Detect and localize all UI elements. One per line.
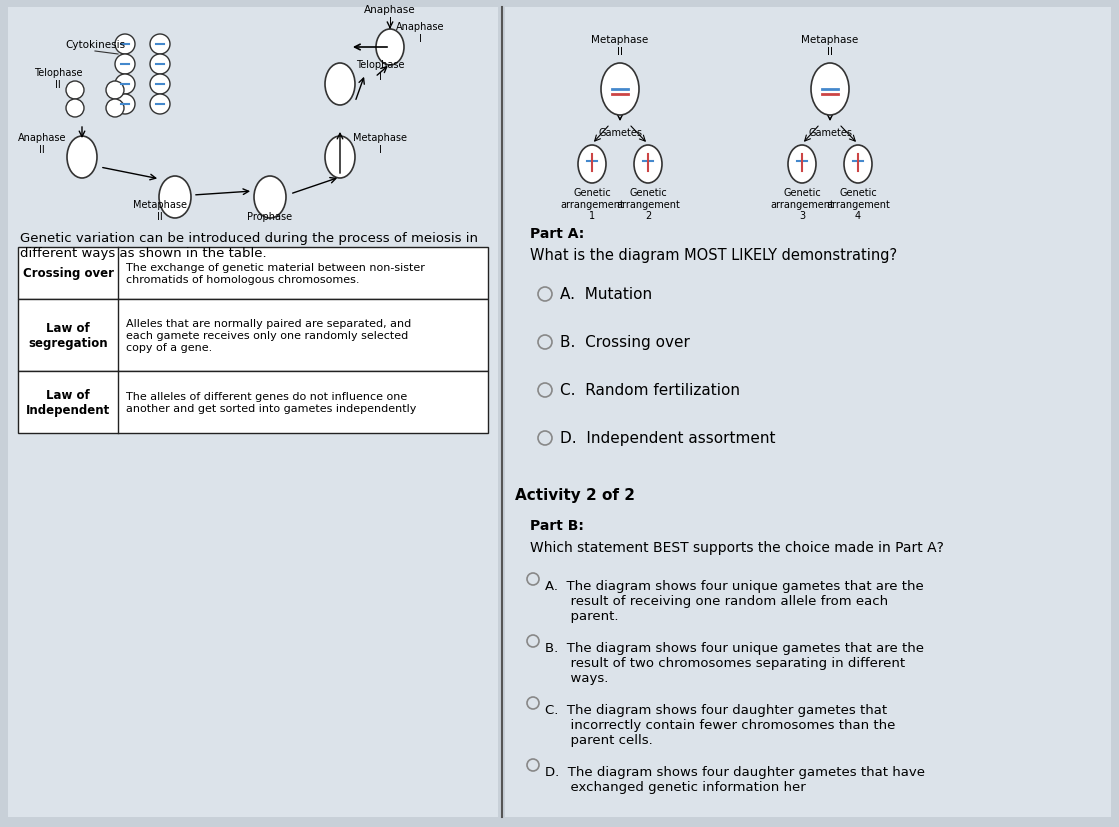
Circle shape [115,55,135,75]
FancyBboxPatch shape [505,8,1111,817]
Text: Activity 2 of 2: Activity 2 of 2 [515,487,634,502]
Text: Telophase
I: Telophase I [356,60,404,82]
Text: Part B:: Part B: [530,519,584,533]
Circle shape [115,35,135,55]
Ellipse shape [159,177,191,218]
Circle shape [150,95,170,115]
Circle shape [115,75,135,95]
Text: Prophase: Prophase [247,212,292,222]
Text: Part A:: Part A: [530,227,584,241]
Text: Metaphase
II: Metaphase II [591,36,649,57]
Circle shape [150,35,170,55]
Ellipse shape [844,146,872,184]
Text: Telophase
II: Telophase II [34,69,83,90]
Text: Gametes: Gametes [808,128,852,138]
Text: The alleles of different genes do not influence one
another and get sorted into : The alleles of different genes do not in… [126,392,416,414]
Text: B.  The diagram shows four unique gametes that are the
      result of two chrom: B. The diagram shows four unique gametes… [545,641,924,684]
Text: Genetic
arrangement
1: Genetic arrangement 1 [561,188,624,221]
FancyBboxPatch shape [18,299,488,371]
Text: Anaphase
I: Anaphase I [396,22,444,44]
Circle shape [150,55,170,75]
Text: Law of
Independent: Law of Independent [26,389,110,417]
Text: Gametes: Gametes [598,128,642,138]
Text: Crossing over: Crossing over [22,267,113,280]
FancyBboxPatch shape [8,8,498,817]
Text: A.  Mutation: A. Mutation [560,287,652,302]
Circle shape [115,95,135,115]
Ellipse shape [788,146,816,184]
Text: C.  Random fertilization: C. Random fertilization [560,383,740,398]
FancyBboxPatch shape [18,248,488,299]
Text: D.  The diagram shows four daughter gametes that have
      exchanged genetic in: D. The diagram shows four daughter gamet… [545,765,925,793]
Text: D.  Independent assortment: D. Independent assortment [560,431,775,446]
Ellipse shape [601,64,639,116]
Ellipse shape [811,64,849,116]
Ellipse shape [325,136,355,179]
Text: Metaphase
II: Metaphase II [133,200,187,222]
FancyBboxPatch shape [18,371,488,433]
Ellipse shape [376,30,404,66]
Ellipse shape [579,146,606,184]
Circle shape [106,82,124,100]
Text: Genetic variation can be introduced during the process of meiosis in
different w: Genetic variation can be introduced duri… [20,232,478,260]
Ellipse shape [634,146,662,184]
Text: Alleles that are normally paired are separated, and
each gamete receives only on: Alleles that are normally paired are sep… [126,319,412,352]
Text: A.  The diagram shows four unique gametes that are the
      result of receiving: A. The diagram shows four unique gametes… [545,579,924,622]
Text: What is the diagram MOST LIKELY demonstrating?: What is the diagram MOST LIKELY demonstr… [530,248,897,263]
Text: B.  Crossing over: B. Crossing over [560,335,690,350]
Text: Genetic
arrangement
3: Genetic arrangement 3 [770,188,834,221]
Text: Anaphase
II: Anaphase II [18,133,66,155]
Circle shape [66,82,84,100]
Text: Cytokinesis: Cytokinesis [65,40,125,50]
Circle shape [106,100,124,118]
Text: Genetic
arrangement
4: Genetic arrangement 4 [826,188,890,221]
Text: The exchange of genetic material between non-sister
chromatids of homologous chr: The exchange of genetic material between… [126,263,425,284]
Text: Law of
segregation: Law of segregation [28,322,107,350]
Text: Which statement BEST supports the choice made in Part A?: Which statement BEST supports the choice… [530,540,943,554]
Text: Genetic
arrangement
2: Genetic arrangement 2 [617,188,680,221]
Ellipse shape [254,177,286,218]
Text: Metaphase
II: Metaphase II [801,36,858,57]
Text: Anaphase
I: Anaphase I [364,6,416,27]
Text: Metaphase
I: Metaphase I [352,133,407,155]
Circle shape [66,100,84,118]
Ellipse shape [325,64,355,106]
Ellipse shape [67,136,97,179]
Circle shape [150,75,170,95]
Text: C.  The diagram shows four daughter gametes that
      incorrectly contain fewer: C. The diagram shows four daughter gamet… [545,703,895,746]
